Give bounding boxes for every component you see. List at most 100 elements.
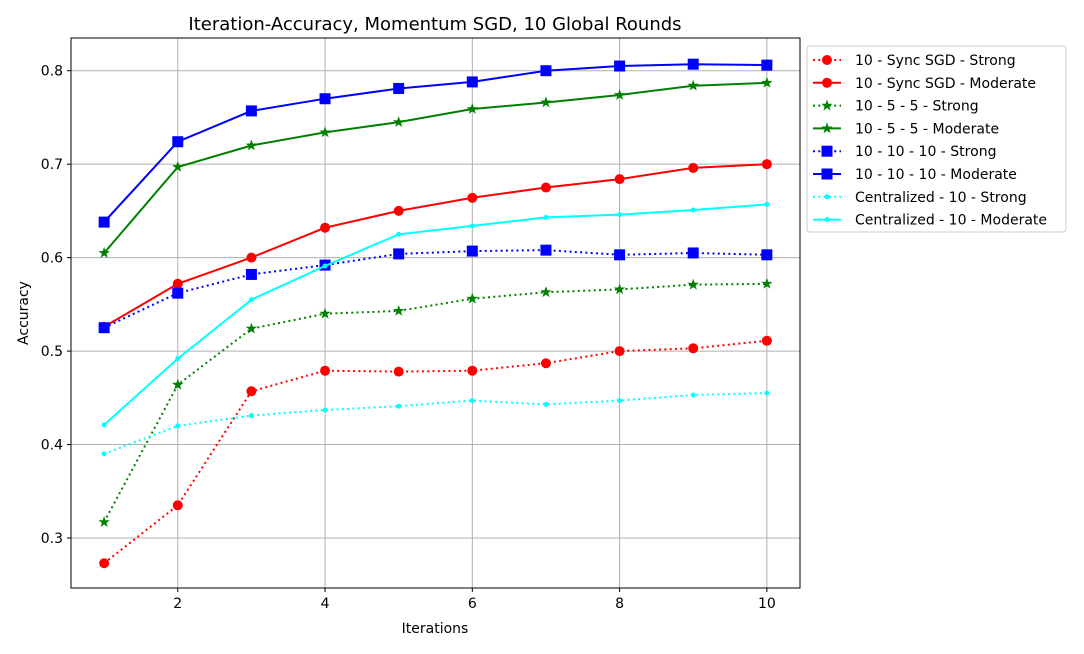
data-point	[393, 205, 404, 216]
data-point	[319, 307, 331, 319]
data-point	[687, 278, 699, 290]
data-point	[761, 159, 772, 170]
x-tick-label: 10	[758, 596, 776, 612]
data-point	[614, 60, 626, 72]
legend-entry: 10 - Sync SGD - Moderate	[813, 76, 1036, 92]
series-0	[99, 335, 772, 569]
y-tick-label: 0.8	[41, 64, 63, 80]
data-point	[248, 413, 254, 419]
data-point	[319, 93, 331, 105]
legend-entry: 10 - Sync SGD - Strong	[813, 53, 1016, 69]
legend-entry: 10 - 10 - 10 - Moderate	[813, 167, 1017, 183]
series-2	[98, 277, 773, 527]
series-3	[98, 76, 773, 258]
data-point	[543, 401, 549, 407]
data-point	[687, 58, 699, 70]
data-point	[687, 247, 699, 259]
series-7	[101, 201, 770, 428]
data-point	[101, 422, 107, 428]
data-point	[172, 136, 184, 148]
data-point	[245, 268, 257, 280]
legend-box	[806, 45, 1067, 233]
data-point	[172, 500, 183, 511]
legend-marker	[824, 217, 830, 223]
legend-marker	[822, 77, 832, 88]
data-point	[614, 174, 625, 185]
data-point	[98, 247, 110, 258]
data-point	[467, 192, 478, 203]
data-point	[540, 286, 552, 298]
data-point	[613, 89, 626, 100]
data-point	[172, 287, 184, 299]
data-point	[172, 378, 184, 390]
legend-label: 10 - Sync SGD - Moderate	[855, 76, 1036, 92]
legend-label: Centralized - 10 - Strong	[855, 190, 1027, 206]
data-point	[761, 76, 773, 88]
data-point	[617, 398, 623, 404]
legend-marker	[821, 168, 833, 180]
legend-entry: Centralized - 10 - Moderate	[813, 213, 1047, 229]
x-axis-label: Iterations	[402, 621, 469, 637]
data-point	[393, 366, 404, 377]
data-point	[175, 356, 181, 362]
data-point	[540, 358, 551, 369]
data-point	[540, 96, 552, 108]
data-point	[322, 407, 328, 413]
data-point	[614, 346, 625, 357]
series-group	[98, 58, 773, 569]
legend-entry: 10 - 5 - 5 - Strong	[813, 99, 979, 115]
data-point	[393, 304, 405, 316]
data-point	[98, 516, 110, 527]
y-tick-label: 0.6	[41, 251, 63, 267]
series-line	[103, 249, 767, 329]
data-point	[396, 231, 402, 237]
data-point	[101, 451, 107, 457]
legend-label: 10 - Sync SGD - Strong	[855, 53, 1016, 69]
x-tick-label: 4	[321, 596, 330, 612]
y-tick-label: 0.5	[41, 344, 63, 360]
data-point	[175, 423, 181, 429]
y-axis-label: Accuracy	[16, 281, 32, 345]
chart-title: Iteration-Accuracy, Momentum SGD, 10 Glo…	[188, 14, 681, 35]
series-line	[103, 339, 768, 564]
data-point	[393, 82, 405, 94]
plot-frame	[70, 37, 801, 589]
x-tick-label: 8	[615, 596, 624, 612]
series-line	[103, 282, 767, 523]
data-point	[761, 335, 772, 346]
y-tick-label: 0.3	[41, 531, 63, 547]
data-point	[246, 252, 257, 263]
data-point	[172, 161, 184, 172]
legend-label: 10 - 5 - 5 - Moderate	[855, 121, 999, 137]
data-point	[393, 248, 405, 260]
data-point	[540, 182, 551, 193]
legend-entry: Centralized - 10 - Strong	[813, 190, 1027, 206]
legend-label: 10 - 10 - 10 - Moderate	[855, 167, 1017, 183]
y-tick-label: 0.4	[41, 438, 63, 454]
data-point	[319, 126, 331, 138]
data-point	[687, 79, 699, 91]
data-point	[248, 297, 254, 303]
series-line	[103, 81, 767, 254]
axis-ticks: 2 4 6 8 10 0.3 0.4 0.5 0.6 0.7 0.8	[41, 64, 776, 612]
series-1	[99, 159, 772, 332]
data-point	[320, 365, 331, 376]
data-point	[245, 105, 257, 117]
data-point	[761, 277, 773, 289]
legend-entry: 10 - 10 - 10 - Strong	[813, 144, 996, 160]
data-point	[245, 322, 258, 334]
legend: 10 - Sync SGD - Strong 10 - Sync SGD - Mo…	[806, 45, 1067, 233]
data-point	[764, 201, 770, 207]
data-point	[688, 343, 699, 354]
data-point	[320, 222, 331, 233]
x-tick-label: 6	[468, 596, 477, 612]
series-line	[103, 203, 767, 426]
data-point	[246, 386, 257, 397]
data-point	[761, 249, 773, 261]
data-point	[466, 76, 478, 88]
series-line	[103, 163, 767, 328]
y-tick-label: 0.7	[41, 157, 63, 173]
legend-marker	[821, 145, 833, 157]
data-point	[245, 139, 258, 151]
